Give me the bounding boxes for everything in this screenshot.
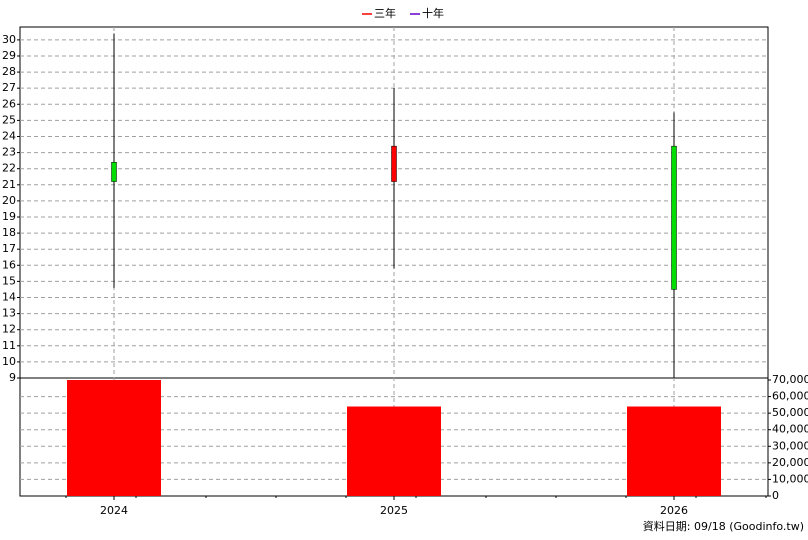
y-tick-label: 13 [2, 307, 16, 320]
y-tick-label: 19 [2, 210, 16, 223]
y-tick-label: 10 [2, 355, 16, 368]
y-tick-label: 22 [2, 162, 16, 175]
volume-bar [67, 380, 161, 496]
x-tick-label: 2024 [100, 504, 128, 517]
y-tick-label: 21 [2, 178, 16, 191]
legend-label: 三年 [374, 6, 396, 20]
legend-label: 十年 [422, 6, 444, 20]
y-tick-label: 14 [2, 290, 16, 303]
y-tick-label: 18 [2, 226, 16, 239]
y-tick-label: 29 [2, 49, 16, 62]
candle-body [391, 145, 397, 182]
y-tick-label: 9 [9, 371, 16, 384]
volume-bar [627, 406, 721, 496]
y-tick-label: 20 [2, 194, 16, 207]
y2-tick-label: 40,000 [772, 423, 808, 436]
y-tick-label: 23 [2, 146, 16, 159]
footer: 資料日期: 09/18 (Goodinfo.tw) [643, 519, 804, 533]
y-tick-label: 11 [2, 339, 16, 352]
y-tick-label: 26 [2, 97, 16, 110]
y-tick-label: 12 [2, 323, 16, 336]
x-tick-label: 2025 [380, 504, 408, 517]
y2-tick-label: 30,000 [772, 439, 808, 452]
y-tick-label: 16 [2, 258, 16, 271]
y2-tick-label: 0 [772, 489, 779, 502]
y-tick-label: 25 [2, 113, 16, 126]
y2-tick-label: 50,000 [772, 406, 808, 419]
y2-tick-label: 10,000 [772, 472, 808, 485]
volume-bar [347, 406, 441, 496]
y-tick-label: 24 [2, 129, 16, 142]
y-tick-label: 15 [2, 274, 16, 287]
x-tick-label: 2026 [660, 504, 688, 517]
y-tick-label: 30 [2, 33, 16, 46]
y2-tick-label: 60,000 [772, 390, 808, 403]
y-tick-label: 17 [2, 242, 16, 255]
y-tick-label: 28 [2, 65, 16, 78]
candle-body [671, 145, 677, 290]
y-tick-label: 27 [2, 81, 16, 94]
y2-tick-label: 70,000 [772, 373, 808, 386]
candle-body [111, 161, 117, 182]
y2-tick-label: 20,000 [772, 456, 808, 469]
